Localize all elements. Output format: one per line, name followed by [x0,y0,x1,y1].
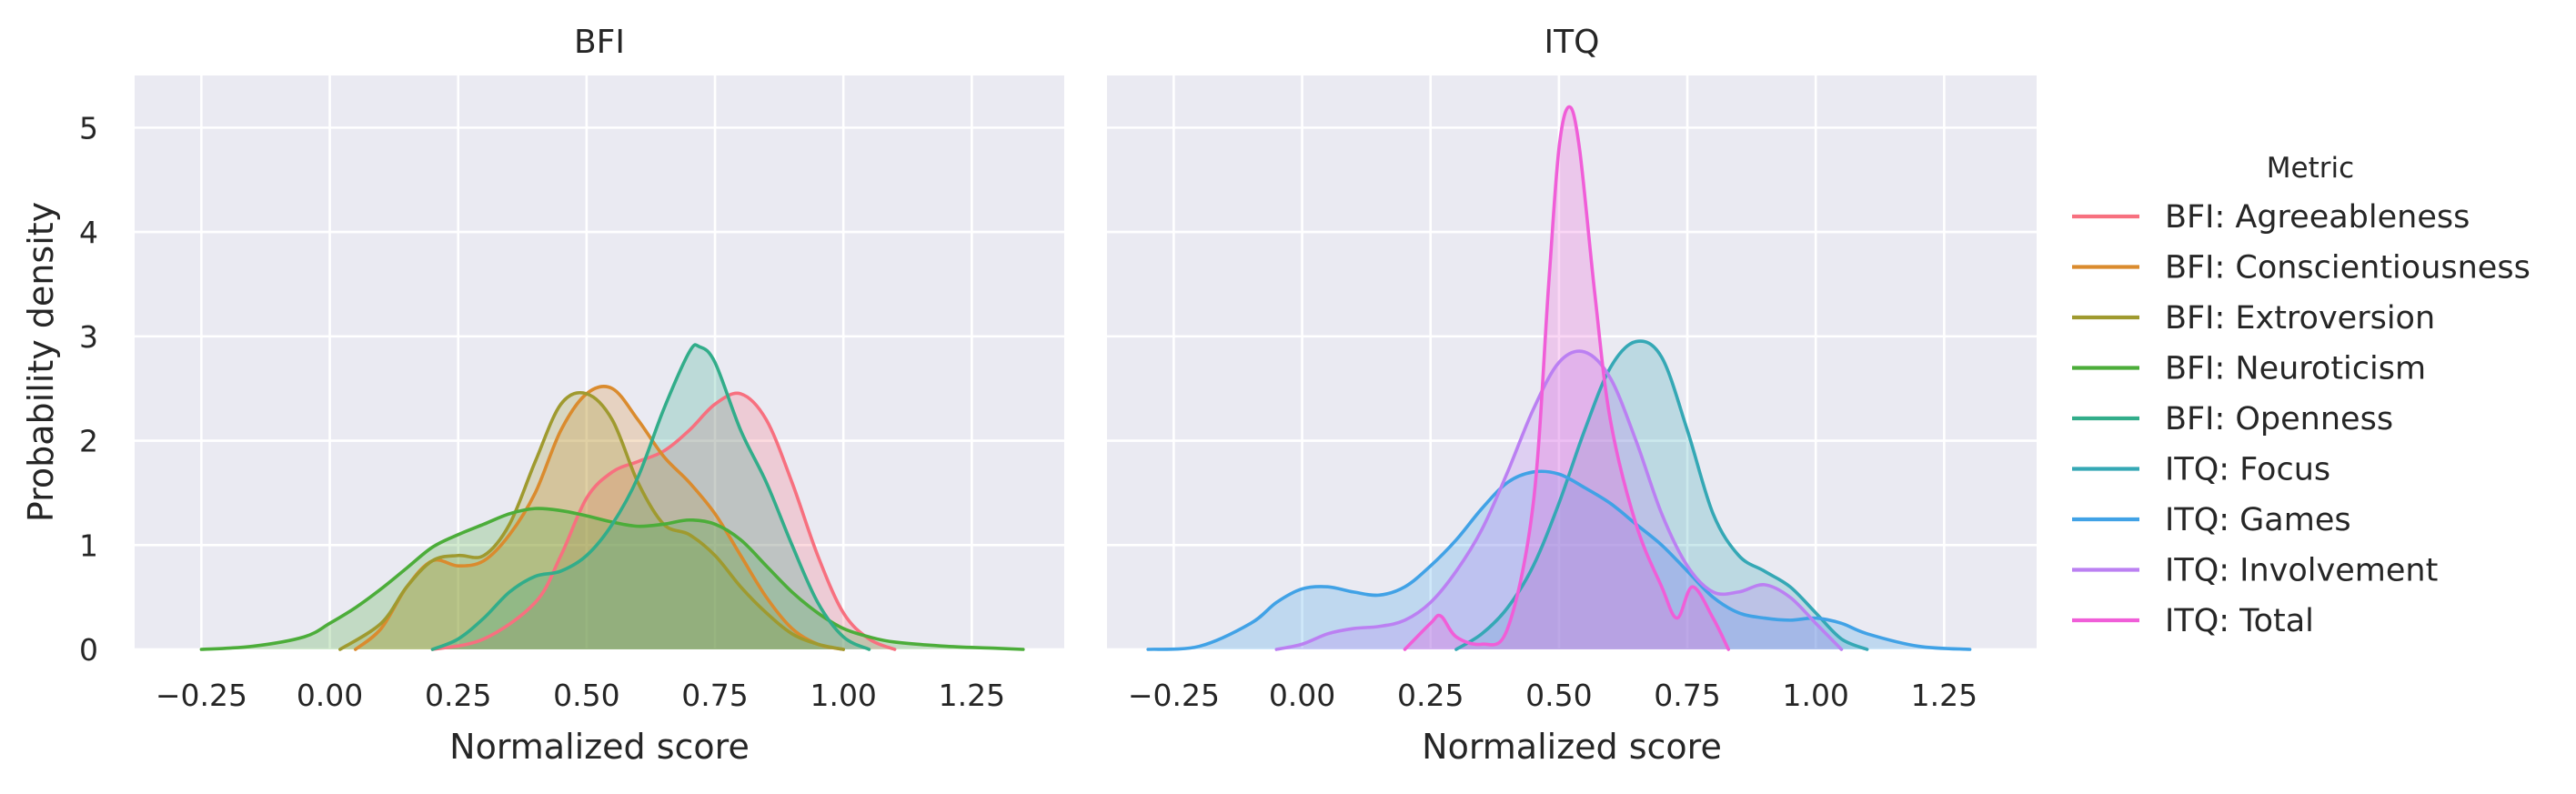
panel-itq-lines [1146,105,1972,651]
legend-label: BFI: Neuroticism [2165,351,2426,387]
series-line-itq-involvement [1274,349,1844,651]
series-line-bfi-extroversion [338,390,845,651]
legend-label: BFI: Conscientiousness [2165,250,2531,286]
y-tick-label: 4 [79,215,98,250]
panel-bfi-background [135,75,1064,649]
legend-item-itq-involvement: ITQ: Involvement [2072,553,2438,589]
panel-bfi-x-axis-title: Normalized score [449,727,750,767]
panel-itq-x-tick-label: 1.25 [1911,678,1977,713]
series-area-bfi-extroversion [339,392,844,649]
legend-item-itq-games: ITQ: Games [2072,502,2351,538]
series-line-bfi-openness [430,343,871,651]
legend-item-bfi-agreeableness: BFI: Agreeableness [2072,199,2470,236]
series-line-bfi-agreeableness [430,391,897,651]
panel-bfi-x-tick-label: 0.50 [553,678,619,713]
panel-itq-x-axis-title: Normalized score [1422,727,1722,767]
panel-itq: −0.25 0.00 0.25 0.50 0.75 1.00 1.25 ITQ Normal… [1107,24,2037,767]
legend-label: ITQ: Games [2165,502,2351,538]
legend-item-itq-total: ITQ: Total [2072,603,2314,639]
series-area-bfi-openness [432,345,870,649]
legend-label: BFI: Openness [2165,401,2393,437]
y-tick-label: 0 [79,632,98,668]
legend-label: ITQ: Involvement [2165,553,2438,589]
series-area-itq-games [1148,471,1970,649]
legend-item-bfi-extroversion: BFI: Extroversion [2072,300,2435,337]
legend-label: BFI: Agreeableness [2165,199,2470,236]
legend-label: ITQ: Focus [2165,452,2330,488]
panel-bfi-title: BFI [574,24,625,61]
y-tick-label: 2 [79,424,98,459]
legend-item-bfi-neuroticism: BFI: Neuroticism [2072,351,2426,387]
legend-item-itq-focus: ITQ: Focus [2072,452,2330,488]
series-line-itq-games [1146,469,1972,651]
panel-bfi-x-tick-label: 1.25 [939,678,1005,713]
legend-item-bfi-openness: BFI: Openness [2072,401,2393,437]
legend-label: BFI: Extroversion [2165,300,2435,337]
panel-bfi-x-tick-label: −0.25 [156,678,247,713]
series-area-itq-total [1404,106,1729,650]
panel-itq-x-tick-label: −0.25 [1128,678,1220,713]
panel-bfi-x-tick-label: 0.75 [681,678,748,713]
panel-bfi-x-tick-label: 0.00 [297,678,363,713]
legend-title: Metric [2267,152,2354,185]
panel-bfi-lines [199,343,1025,651]
y-tick-label: 3 [79,319,98,355]
panel-itq-background [1107,75,2037,649]
panel-itq-x-tick-label: 0.50 [1525,678,1592,713]
panel-itq-x-tick-label: 1.00 [1782,678,1848,713]
legend-item-bfi-conscientiousness: BFI: Conscientiousness [2072,250,2531,286]
legend: Metric BFI: Agreeableness BFI: Conscienti… [2072,152,2531,639]
panel-bfi: −0.25 0.00 0.25 0.50 0.75 1.00 1.25 0 1 2 3 4 5 BFI… [79,24,1064,767]
y-axis-title: Probability density [21,202,61,522]
panel-bfi-x-tick-label: 1.00 [810,678,876,713]
panel-itq-x-tick-label: 0.25 [1397,678,1464,713]
panel-itq-x-tick-label: 0.00 [1269,678,1335,713]
y-tick-label: 1 [79,528,98,563]
legend-label: ITQ: Total [2165,603,2314,639]
series-line-itq-total [1403,105,1731,651]
panel-itq-title: ITQ [1545,24,1600,61]
panel-bfi-x-tick-label: 0.25 [425,678,491,713]
panel-itq-x-tick-label: 0.75 [1654,678,1720,713]
y-tick-label: 5 [79,110,98,146]
series-line-itq-focus [1454,339,1869,651]
